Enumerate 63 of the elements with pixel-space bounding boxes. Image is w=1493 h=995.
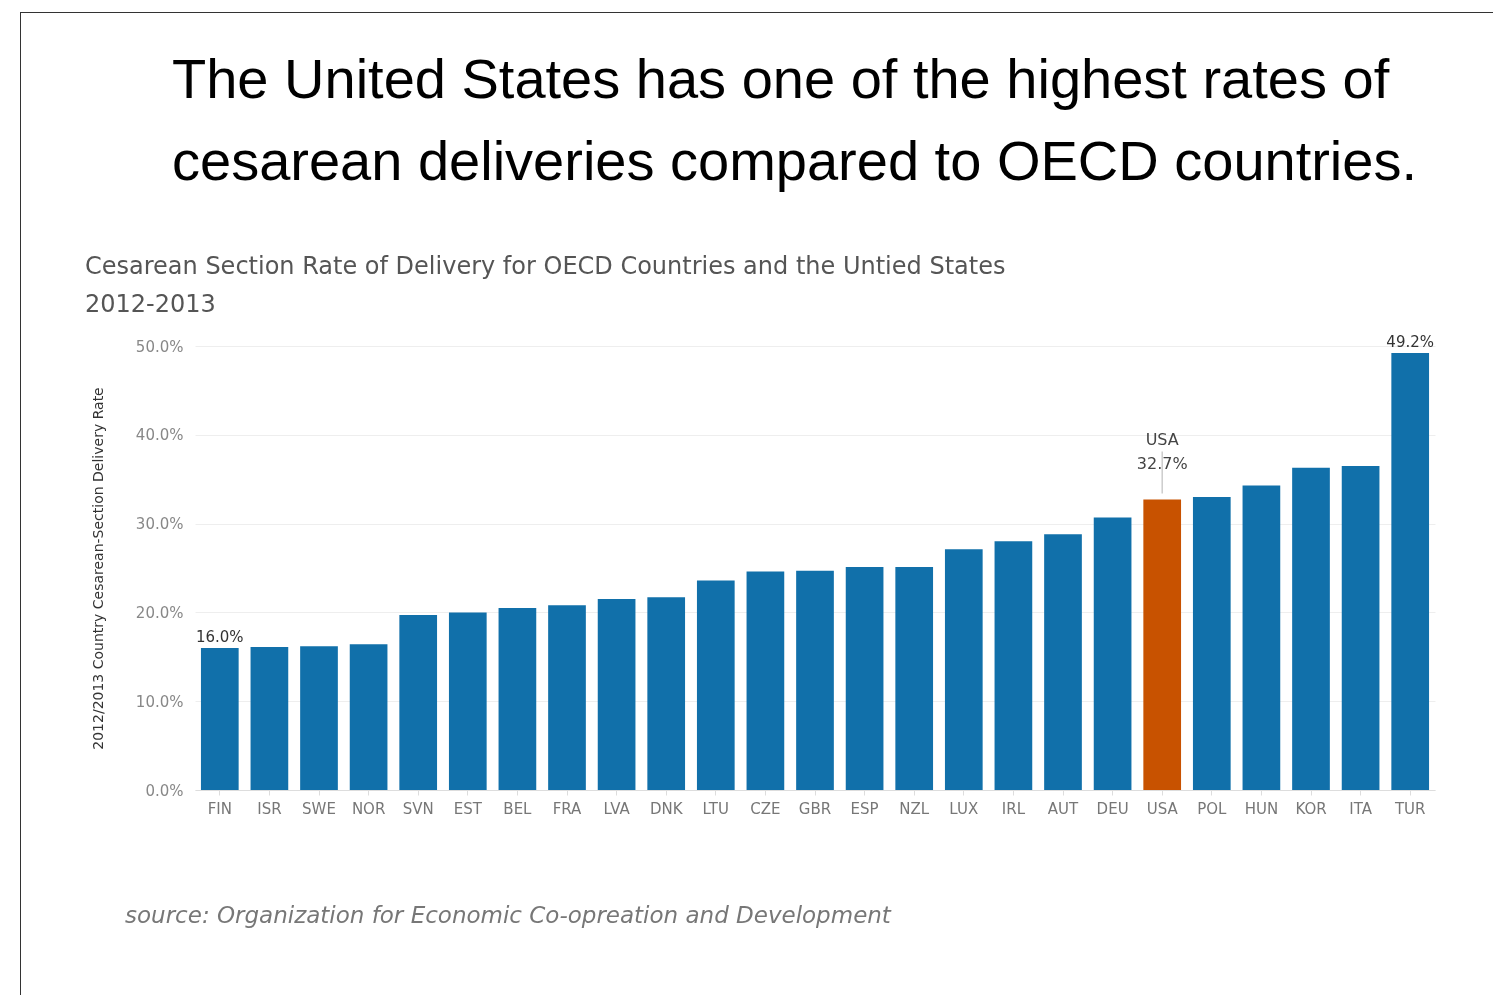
- x-tick-label: DEU: [1096, 799, 1129, 818]
- y-axis-title: 2012/2013 Country Cesarean-Section Delivery Rate: [89, 387, 106, 750]
- y-tick-label: 0.0%: [145, 781, 184, 800]
- bar: [548, 605, 586, 790]
- bar: [300, 646, 338, 790]
- bar: [1093, 517, 1132, 790]
- bar: [895, 567, 934, 790]
- data-label: 49.2%: [1386, 333, 1435, 352]
- bar: [498, 607, 537, 790]
- x-tick-label: LVA: [603, 799, 631, 818]
- chart-title: The United States has one of the highest rates of cesarean deliveries compared to OECD countries.: [172, 46, 1418, 194]
- x-tick-label: FRA: [552, 799, 583, 818]
- bar: [349, 644, 388, 790]
- x-tick-label: FIN: [207, 799, 232, 818]
- x-tick-label: TUR: [1393, 799, 1426, 818]
- x-tick-label: KOR: [1295, 799, 1327, 818]
- bar: [746, 571, 785, 790]
- bar: [200, 647, 239, 790]
- x-tick-label: ITA: [1349, 799, 1373, 818]
- x-tick-label: BEL: [503, 799, 533, 818]
- x-tick-label: ISR: [257, 799, 282, 818]
- x-tick-label: EST: [453, 799, 483, 818]
- bar: [696, 580, 735, 790]
- annotation: USA 32.7%: [1136, 429, 1188, 473]
- bar: [1143, 499, 1182, 790]
- bar: [994, 541, 1033, 790]
- x-tick-label: DNK: [649, 799, 684, 818]
- bar: [448, 612, 487, 790]
- y-tick-label: 50.0%: [135, 337, 184, 356]
- y-tick-label: 20.0%: [135, 603, 184, 622]
- source-note: source: Organization for Economic Co-opreation and Development: [125, 902, 891, 928]
- x-tick-label: LTU: [702, 799, 730, 818]
- bar: [597, 599, 636, 790]
- bar: [1391, 353, 1430, 790]
- y-tick-label: 40.0%: [135, 426, 184, 445]
- bar: [1044, 534, 1082, 790]
- x-tick-label: IRL: [1001, 799, 1026, 818]
- x-tick-label: ESP: [850, 799, 879, 818]
- x-tick-label: CZE: [750, 799, 781, 818]
- x-tick-label: USA: [1146, 799, 1179, 818]
- x-tick-label: SWE: [302, 799, 336, 818]
- chart-subtitle: Cesarean Section Rate of Delivery for OECD Countries and the Untied States 2012-2013: [85, 252, 1006, 319]
- x-tick-label: AUT: [1047, 799, 1080, 818]
- bar: [1292, 467, 1330, 790]
- data-label: 16.0%: [195, 627, 244, 646]
- bar: [1192, 496, 1231, 790]
- bar: [647, 597, 686, 790]
- x-tick-label: HUN: [1244, 799, 1279, 818]
- bar: [250, 647, 289, 790]
- bar: [845, 567, 884, 790]
- bar: [944, 549, 983, 790]
- bar: [1341, 465, 1380, 790]
- x-tick-label: NZL: [899, 799, 930, 818]
- bar: [399, 615, 438, 790]
- bar: [1242, 485, 1281, 790]
- y-tick-label: 30.0%: [135, 515, 184, 534]
- bar: [796, 570, 834, 790]
- x-tick-label: NOR: [351, 799, 386, 818]
- x-tick-label: GBR: [798, 799, 832, 818]
- y-tick-label: 10.0%: [135, 692, 184, 711]
- x-tick-label: SVN: [402, 799, 434, 818]
- x-tick-label: LUX: [949, 799, 979, 818]
- x-tick-label: POL: [1197, 799, 1228, 818]
